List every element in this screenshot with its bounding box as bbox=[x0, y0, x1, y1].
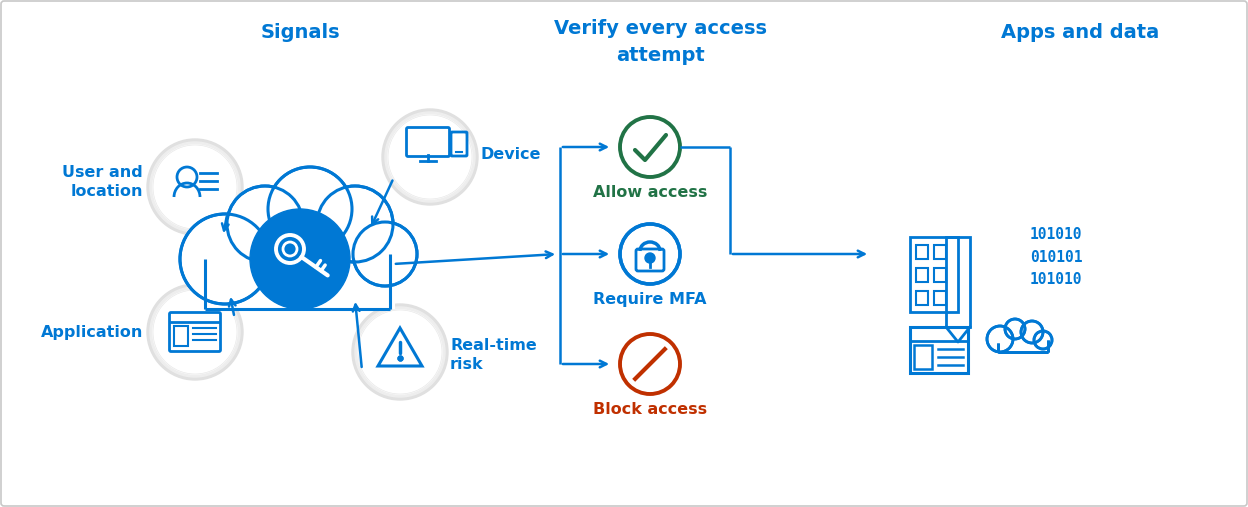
Circle shape bbox=[1022, 322, 1042, 342]
Text: Real-time
risk: Real-time risk bbox=[451, 338, 537, 373]
Circle shape bbox=[319, 189, 391, 260]
Circle shape bbox=[250, 209, 349, 309]
Text: Require MFA: Require MFA bbox=[593, 292, 706, 307]
Bar bbox=[916, 245, 929, 259]
Circle shape bbox=[317, 186, 393, 262]
Circle shape bbox=[180, 214, 270, 304]
Circle shape bbox=[645, 253, 655, 263]
Bar bbox=[998, 338, 1048, 352]
Circle shape bbox=[276, 235, 305, 263]
Circle shape bbox=[182, 216, 267, 302]
Circle shape bbox=[1006, 320, 1023, 338]
Text: 101010
010101
101010: 101010 010101 101010 bbox=[1030, 227, 1082, 286]
Text: Block access: Block access bbox=[593, 402, 708, 417]
Circle shape bbox=[384, 112, 475, 202]
Circle shape bbox=[358, 310, 442, 394]
Circle shape bbox=[1035, 331, 1052, 349]
Circle shape bbox=[147, 139, 243, 235]
Bar bbox=[916, 291, 929, 305]
Circle shape bbox=[154, 290, 237, 374]
Text: User and
location: User and location bbox=[62, 165, 144, 199]
Circle shape bbox=[353, 222, 417, 286]
Text: Allow access: Allow access bbox=[593, 185, 708, 200]
Circle shape bbox=[620, 224, 680, 284]
Text: Device: Device bbox=[480, 147, 540, 162]
Circle shape bbox=[154, 145, 237, 229]
Bar bbox=[946, 237, 970, 327]
Text: Verify every access
attempt: Verify every access attempt bbox=[554, 19, 766, 65]
Bar bbox=[910, 237, 958, 312]
Circle shape bbox=[150, 142, 240, 232]
Circle shape bbox=[356, 225, 414, 283]
Text: Application: Application bbox=[41, 324, 144, 340]
Bar bbox=[916, 268, 929, 282]
Text: Apps and data: Apps and data bbox=[1001, 22, 1159, 42]
Bar bbox=[934, 291, 946, 305]
Bar bbox=[914, 345, 932, 369]
Circle shape bbox=[271, 169, 349, 248]
Text: Signals: Signals bbox=[260, 22, 339, 42]
Circle shape bbox=[1021, 321, 1043, 343]
Circle shape bbox=[268, 167, 352, 251]
Circle shape bbox=[1005, 319, 1025, 339]
Circle shape bbox=[388, 115, 472, 199]
Circle shape bbox=[352, 304, 448, 400]
Bar bbox=[934, 245, 946, 259]
Circle shape bbox=[382, 109, 478, 205]
Circle shape bbox=[245, 214, 344, 314]
Circle shape bbox=[987, 326, 1013, 352]
FancyBboxPatch shape bbox=[200, 254, 396, 309]
Circle shape bbox=[354, 307, 446, 397]
Circle shape bbox=[227, 186, 303, 262]
Circle shape bbox=[1036, 333, 1051, 347]
Bar bbox=[934, 268, 946, 282]
Bar bbox=[998, 339, 1047, 351]
Circle shape bbox=[988, 328, 1011, 350]
Circle shape bbox=[150, 287, 240, 377]
Circle shape bbox=[147, 284, 243, 380]
Circle shape bbox=[230, 189, 301, 260]
